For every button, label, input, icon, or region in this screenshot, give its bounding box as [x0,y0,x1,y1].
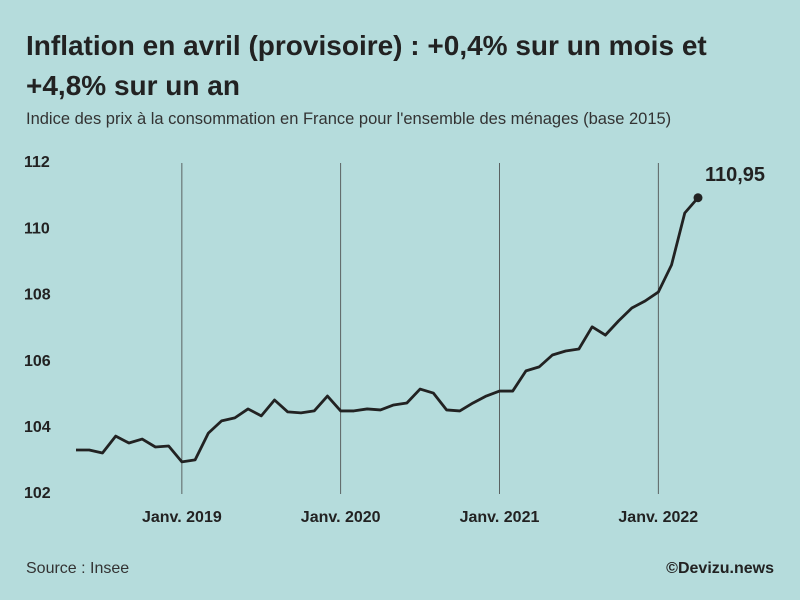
chart-title: Inflation en avril (provisoire) : +0,4% … [26,30,707,101]
point [693,193,703,203]
x-tick-label: Janv. 2021 [460,509,540,526]
chart-subtitle: Indice des prix à la consommation en Fra… [26,110,672,128]
x-tick-label: Janv. 2020 [301,509,381,526]
y-tick-label: 110 [24,220,50,237]
y-tick-label: 102 [24,485,51,502]
source: Source : Insee [26,560,130,577]
y-tick-label: 104 [24,419,51,436]
line [76,196,700,464]
y-tick-label: 106 [24,353,51,370]
x-tick-label: Janv. 2019 [142,509,222,526]
value-label: 110,95 [705,164,765,186]
x-tick-label: Janv. 2022 [618,509,698,526]
credit: ©Devizu.news [666,560,774,577]
y-tick-label: 112 [24,154,50,171]
y-tick-label: 108 [24,287,51,304]
